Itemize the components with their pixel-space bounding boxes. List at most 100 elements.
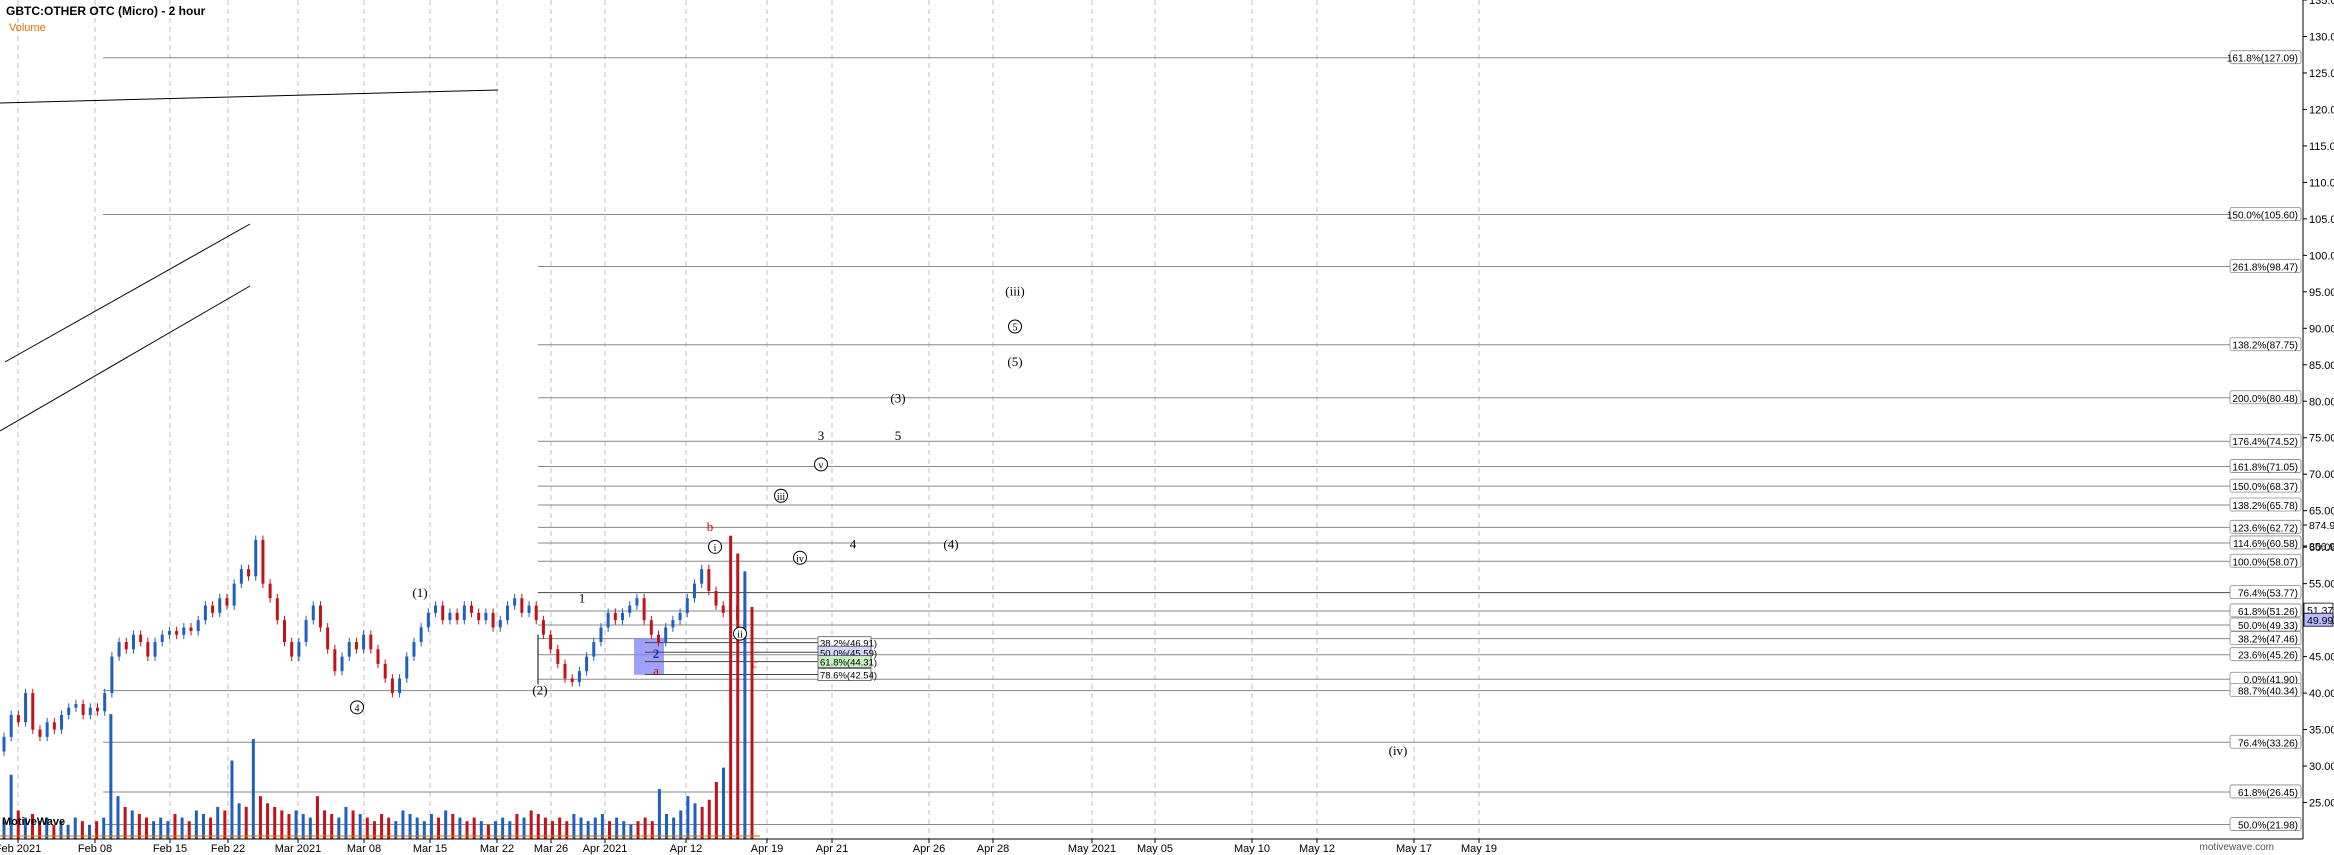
volume-bar bbox=[258, 796, 262, 839]
price-axis[interactable]: 25.0030.0035.0040.0045.0050.0055.0060.00… bbox=[2302, 0, 2334, 839]
candle bbox=[232, 583, 236, 606]
candle bbox=[398, 678, 402, 694]
candle bbox=[606, 612, 610, 628]
fib-label: 100.0%(58.07) bbox=[2229, 553, 2302, 568]
time-tick-label: May 12 bbox=[1299, 843, 1335, 855]
fib-label-box bbox=[2229, 207, 2302, 221]
volume-bar bbox=[422, 821, 426, 839]
volume-bar bbox=[444, 810, 448, 839]
volume-bar bbox=[729, 535, 733, 839]
brand-watermark: motivewave.com bbox=[2199, 842, 2274, 853]
inner-fib-text: 38.2%(46.91) bbox=[820, 639, 877, 650]
wave-label-text: (3) bbox=[890, 391, 905, 406]
fib-label: 23.6%(45.26) bbox=[2229, 647, 2302, 662]
volume-bar bbox=[45, 817, 49, 839]
fib-label: 138.2%(65.78) bbox=[2229, 497, 2302, 512]
time-tick-label: Apr 26 bbox=[913, 843, 945, 855]
inner-fib-box bbox=[817, 668, 872, 681]
volume-bar bbox=[87, 824, 91, 839]
fib-label: 0.0%(41.90) bbox=[2229, 671, 2302, 686]
candle bbox=[513, 598, 517, 606]
candle bbox=[664, 627, 668, 643]
volume-bar bbox=[650, 821, 654, 839]
channel-upper bbox=[4, 223, 251, 363]
candle bbox=[721, 605, 725, 613]
volume-bar bbox=[308, 817, 312, 839]
candle bbox=[88, 707, 92, 715]
volume-bar bbox=[494, 821, 498, 839]
candle bbox=[534, 605, 538, 621]
time-tick-label: Feb 08 bbox=[78, 843, 112, 855]
volume-bar bbox=[380, 814, 384, 839]
candle bbox=[283, 620, 286, 643]
volume-bar bbox=[686, 796, 690, 839]
price-tick-label: 25.00 bbox=[2309, 798, 2334, 810]
candle bbox=[131, 634, 135, 650]
volume-bar bbox=[387, 817, 391, 839]
time-tick-label: Apr 28 bbox=[977, 843, 1009, 855]
fib-label: 50.0%(21.98) bbox=[2229, 817, 2302, 832]
volume-bar bbox=[351, 810, 355, 839]
volume-bar bbox=[80, 821, 84, 839]
fib-label-box bbox=[2229, 433, 2302, 448]
volume-bar bbox=[707, 799, 711, 839]
candle bbox=[383, 663, 387, 679]
motivewave-logo: MotiveWave bbox=[2, 816, 66, 828]
volume-bar bbox=[714, 781, 718, 839]
wave-label-text: (5) bbox=[1007, 354, 1022, 369]
volume-bar bbox=[529, 810, 533, 839]
time-axis[interactable]: Feb 2021 Feb 08 Feb 15 Feb 22 Mar 2021 Mar 08… bbox=[0, 838, 2303, 855]
volume-bar bbox=[130, 810, 134, 839]
volume-bar bbox=[572, 814, 576, 839]
volume-bar bbox=[736, 553, 740, 839]
volume-bar bbox=[608, 821, 612, 839]
candle bbox=[412, 642, 416, 657]
volume-bar bbox=[73, 817, 77, 839]
volume-tick-label: 356.9K bbox=[2309, 541, 2334, 553]
volume-bar bbox=[401, 810, 405, 839]
volume-bar bbox=[615, 817, 619, 839]
volume-bar bbox=[173, 814, 177, 839]
volume-bar bbox=[543, 817, 547, 839]
wave-label: b bbox=[707, 519, 714, 534]
candle bbox=[16, 714, 20, 723]
price-tick-label: 95.00 bbox=[2309, 287, 2334, 299]
candle bbox=[700, 569, 704, 584]
candle bbox=[585, 656, 589, 672]
volume-bar bbox=[109, 714, 113, 839]
candle bbox=[110, 656, 114, 694]
fib-label-box bbox=[2229, 617, 2302, 632]
wave-label-text: b bbox=[707, 519, 714, 534]
volume-bar bbox=[558, 817, 562, 839]
candle bbox=[203, 605, 207, 621]
fib-label-text: 161.8%(71.05) bbox=[2232, 463, 2298, 474]
candle bbox=[376, 649, 380, 664]
wave-label-text: ii bbox=[737, 630, 743, 641]
fib-label-text: 76.4%(53.77) bbox=[2238, 589, 2298, 600]
fib-label-text: 138.2%(87.75) bbox=[2232, 341, 2298, 352]
volume-bar bbox=[522, 817, 526, 839]
fib-label-box bbox=[2229, 585, 2302, 600]
wave-label: v bbox=[814, 457, 828, 472]
candle bbox=[45, 722, 49, 737]
price-tick-label: 45.00 bbox=[2309, 652, 2334, 664]
candle bbox=[139, 634, 143, 643]
fib-label: 161.8%(127.09) bbox=[2227, 50, 2302, 65]
price-tick-label: 100.00 bbox=[2309, 250, 2334, 262]
candle bbox=[182, 627, 186, 635]
volume-bar bbox=[593, 817, 597, 839]
volume-bar bbox=[266, 803, 270, 839]
candle bbox=[239, 569, 243, 584]
candle bbox=[642, 598, 646, 621]
wave-label: (1) bbox=[412, 585, 427, 600]
volume-bar bbox=[643, 817, 647, 839]
wave-label: iii bbox=[774, 488, 788, 503]
fib-label: 61.8%(51.26) bbox=[2229, 603, 2302, 618]
wave-label-circle bbox=[708, 539, 722, 554]
candle bbox=[462, 605, 466, 621]
time-tick-label: May 10 bbox=[1234, 843, 1270, 855]
candle bbox=[498, 620, 502, 628]
fib-label-text: 88.7%(40.34) bbox=[2238, 687, 2298, 698]
candle bbox=[81, 704, 85, 715]
